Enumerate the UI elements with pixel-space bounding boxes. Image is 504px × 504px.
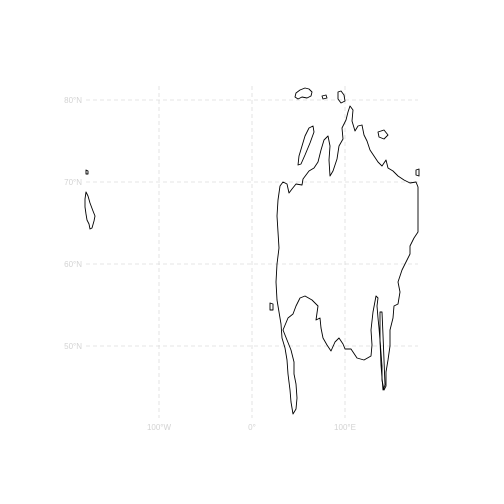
lat-label-60n: 60°N [64,260,82,269]
coastline-arctic-islet-1 [321,94,328,100]
lon-label-100e: 100°E [334,423,356,432]
latitude-labels: 80°N 70°N 60°N 50°N [64,96,82,351]
coastline-inland-strip [379,311,386,391]
lon-label-0: 0° [248,423,256,432]
coastline-east-island-1 [377,129,389,140]
lat-label-80n: 80°N [64,96,82,105]
lat-label-50n: 50°N [64,342,82,351]
coastline-west-island [269,302,274,311]
coastlines [84,87,420,415]
coastline-west-islet [85,169,89,175]
lon-label-100w: 100°W [147,423,172,432]
coastline-eurasia [275,105,419,415]
coastline-novaya-zemlya [297,125,315,166]
coastline-west-peninsula [84,191,96,230]
coastline-arctic-islands [294,87,313,100]
graticule [86,86,418,418]
coastline-east-islet [415,168,420,177]
lat-label-70n: 70°N [64,178,82,187]
coastline-arctic-islet-2 [337,90,346,104]
longitude-labels: 100°W 0° 100°E [147,423,356,432]
